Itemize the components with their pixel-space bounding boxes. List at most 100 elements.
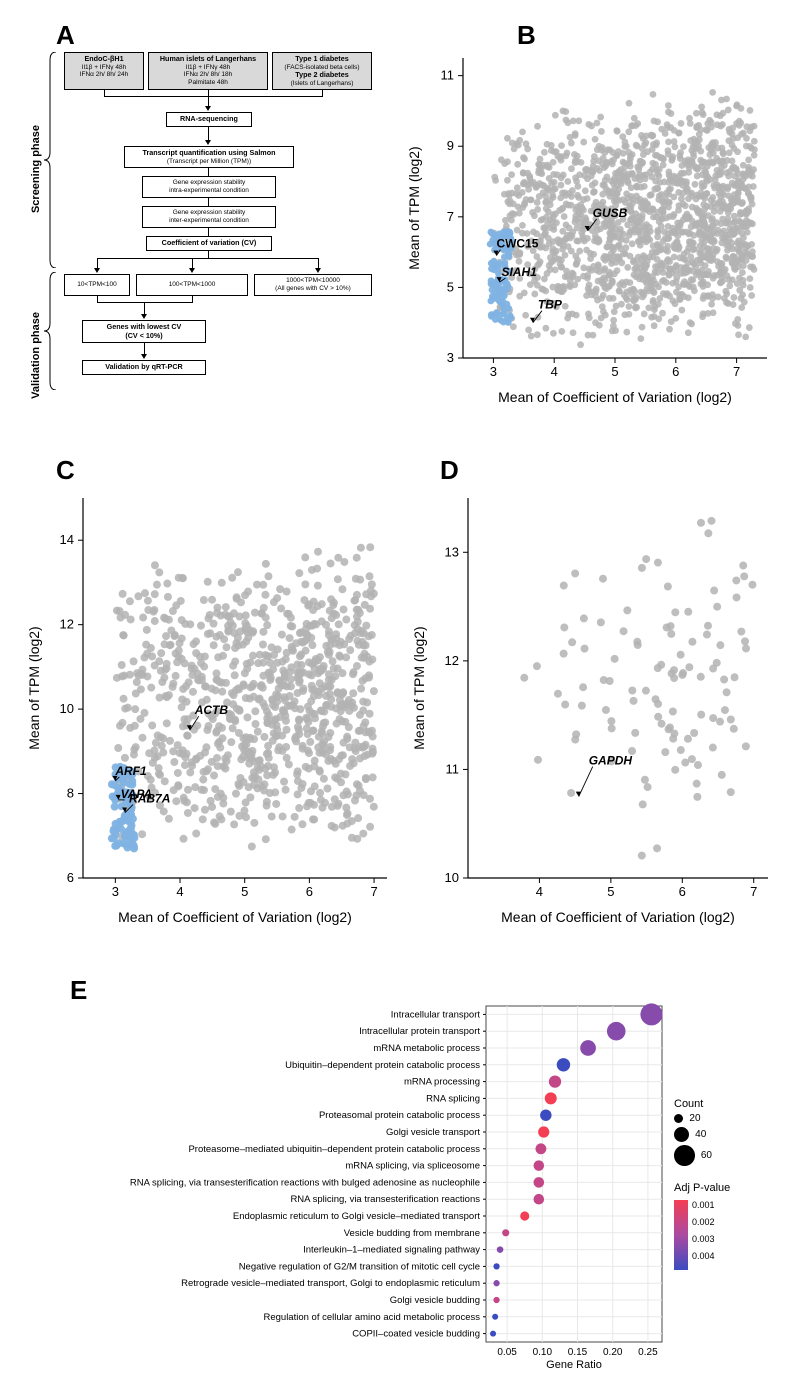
legend-pvalue-tick: 0.002 (692, 1214, 715, 1231)
flow-bin-2: 1000<TPM<10000 (All genes with CV > 10%) (254, 274, 372, 296)
panel-c-label: C (56, 455, 75, 486)
legend-pvalue-tick: 0.003 (692, 1231, 715, 1248)
svg-text:RAB7A: RAB7A (129, 792, 170, 806)
svg-text:ACTB: ACTB (194, 703, 229, 717)
legend-pvalue-tick: 0.001 (692, 1197, 715, 1214)
svg-text:Proteasome–mediated ubiquitin–: Proteasome–mediated ubiquitin–dependent … (188, 1144, 480, 1155)
svg-text:5: 5 (241, 884, 248, 899)
svg-text:14: 14 (60, 532, 74, 547)
svg-text:Mean of Coefficient of Variati: Mean of Coefficient of Variation (log2) (118, 909, 352, 925)
svg-text:5: 5 (607, 884, 614, 899)
svg-text:Intracellular transport: Intracellular transport (391, 1009, 481, 1020)
brace-screening (44, 52, 58, 268)
svg-text:Vesicle budding from membrane: Vesicle budding from membrane (344, 1228, 480, 1239)
svg-text:8: 8 (67, 786, 74, 801)
svg-text:6: 6 (672, 364, 679, 379)
svg-text:GUSB: GUSB (593, 206, 628, 220)
flow-bin-1: 100<TPM<1000 (136, 274, 248, 296)
svg-text:Retrograde vesicle–mediated tr: Retrograde vesicle–mediated transport, G… (181, 1278, 480, 1289)
flow-bin-0: 10<TPM<100 (64, 274, 130, 296)
svg-text:Golgi vesicle transport: Golgi vesicle transport (386, 1127, 480, 1138)
svg-text:Endoplasmic reticulum to Golgi: Endoplasmic reticulum to Golgi vesicle–m… (233, 1211, 480, 1222)
svg-text:Regulation of cellular amino a: Regulation of cellular amino acid metabo… (263, 1312, 480, 1323)
svg-text:0.25: 0.25 (638, 1347, 658, 1358)
svg-text:Mean of Coefficient of Variati: Mean of Coefficient of Variation (log2) (501, 909, 735, 925)
panel-b-label: B (517, 20, 536, 51)
svg-text:Mean of Coefficient of Variati: Mean of Coefficient of Variation (log2) (498, 389, 732, 405)
svg-text:7: 7 (370, 884, 377, 899)
flow-step-2: Gene expression stability intra-experime… (142, 176, 276, 198)
svg-text:Gene Ratio: Gene Ratio (546, 1359, 602, 1370)
svg-text:Negative regulation of G2/M tr: Negative regulation of G2/M transition o… (239, 1261, 480, 1272)
flow-post-0: Genes with lowest CV (CV < 10%) (82, 320, 206, 343)
svg-text:RNA splicing: RNA splicing (426, 1093, 480, 1104)
svg-text:10: 10 (60, 701, 74, 716)
svg-text:0.05: 0.05 (497, 1347, 517, 1358)
svg-text:11: 11 (441, 68, 455, 83)
scatter-panel-b: 3 4 5 6 7 3 5 7 9 11 Mean of Coefficient of Variat… (405, 50, 775, 410)
svg-text:3: 3 (490, 364, 497, 379)
svg-text:COPII–coated vesicle budding: COPII–coated vesicle budding (352, 1329, 480, 1340)
svg-text:0.20: 0.20 (603, 1347, 623, 1358)
svg-text:5: 5 (611, 364, 618, 379)
svg-text:RNA splicing, via transesterif: RNA splicing, via transesterification re… (290, 1194, 480, 1205)
svg-text:0.10: 0.10 (533, 1347, 553, 1358)
dotplot-panel-e: 0.05 0.10 0.15 0.20 0.25 Intracellular transp… (56, 1000, 756, 1370)
svg-text:13: 13 (445, 544, 459, 559)
svg-text:mRNA metabolic process: mRNA metabolic process (373, 1043, 480, 1054)
pvalue-gradient (674, 1200, 688, 1270)
screening-phase-label: Screening phase (30, 125, 42, 213)
flow-step-3: Gene expression stability inter-experime… (142, 206, 276, 228)
legend-count-row: 60 (674, 1145, 764, 1166)
legend-count-row: 40 (674, 1127, 764, 1142)
svg-text:CWC15: CWC15 (496, 237, 538, 251)
flow-step-0: RNA-sequencing (166, 112, 252, 127)
flow-top-2: Type 1 diabetes (FACS-isolated beta cell… (272, 52, 372, 90)
svg-text:7: 7 (447, 209, 454, 224)
svg-text:Golgi vesicle budding: Golgi vesicle budding (390, 1295, 480, 1306)
svg-text:12: 12 (60, 617, 74, 632)
legend-count-row: 20 (674, 1113, 764, 1124)
legend-count: Count 204060 (674, 1098, 764, 1169)
svg-text:3: 3 (447, 350, 454, 365)
svg-text:Mean of TPM (log2): Mean of TPM (log2) (411, 626, 427, 749)
flow-step-4: Coefficient of variation (CV) (146, 236, 272, 251)
svg-text:11: 11 (446, 761, 460, 776)
svg-text:6: 6 (67, 870, 74, 885)
svg-text:6: 6 (679, 884, 686, 899)
svg-text:GAPDH: GAPDH (589, 754, 633, 768)
svg-text:Mean of TPM (log2): Mean of TPM (log2) (26, 626, 42, 749)
svg-text:mRNA splicing, via spliceosome: mRNA splicing, via spliceosome (345, 1161, 480, 1172)
svg-text:SIAH1: SIAH1 (501, 265, 537, 279)
svg-text:10: 10 (445, 870, 459, 885)
panel-a-label: A (56, 20, 75, 51)
svg-text:4: 4 (176, 884, 183, 899)
svg-text:Proteasomal protein catabolic: Proteasomal protein catabolic process (319, 1110, 480, 1121)
panel-d-label: D (440, 455, 459, 486)
svg-text:4: 4 (551, 364, 558, 379)
svg-text:6: 6 (306, 884, 313, 899)
svg-text:ARF1: ARF1 (114, 764, 147, 778)
svg-text:Intracellular protein transpor: Intracellular protein transport (359, 1026, 480, 1037)
svg-text:7: 7 (733, 364, 740, 379)
svg-text:TBP: TBP (538, 298, 563, 312)
flow-step-1: Transcript quantification using Salmon (… (124, 146, 294, 168)
flowchart-panel: EndoC-βH1 Il1β + IFNγ 48h IFNα 2h/ 8h/ 2… (64, 52, 372, 397)
brace-validation (44, 272, 58, 390)
validation-phase-label: Validation phase (30, 312, 42, 399)
svg-text:Interleukin–1–mediated signali: Interleukin–1–mediated signaling pathway (303, 1245, 480, 1256)
svg-text:0.15: 0.15 (568, 1347, 588, 1358)
scatter-panel-c: 3 4 5 6 7 6 8 10 12 14 Mean of Coefficient of Vari… (25, 490, 395, 930)
svg-text:RNA splicing, via transesterif: RNA splicing, via transesterification re… (130, 1177, 480, 1188)
scatter-panel-d: 4 5 6 7 10 11 12 13 Mean of Coefficient of Varia… (410, 490, 776, 930)
svg-text:4: 4 (536, 884, 543, 899)
svg-text:9: 9 (447, 138, 454, 153)
svg-text:Mean of TPM (log2): Mean of TPM (log2) (406, 146, 422, 269)
svg-text:5: 5 (447, 279, 454, 294)
flow-top-1: Human islets of Langerhans Il1β + IFNγ 4… (148, 52, 268, 90)
svg-text:12: 12 (445, 653, 459, 668)
svg-text:3: 3 (112, 884, 119, 899)
flow-top-0: EndoC-βH1 Il1β + IFNγ 48h IFNα 2h/ 8h/ 2… (64, 52, 144, 90)
svg-text:Ubiquitin–dependent protein ca: Ubiquitin–dependent protein catabolic pr… (285, 1060, 480, 1071)
svg-text:7: 7 (750, 884, 757, 899)
